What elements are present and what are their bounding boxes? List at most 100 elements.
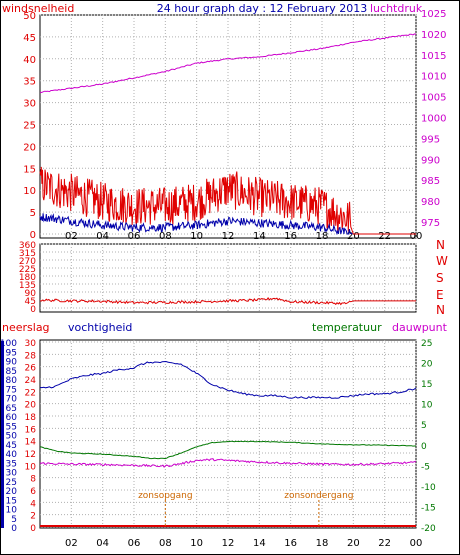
direction-tick-label: 45 <box>25 297 36 307</box>
sun-annotations: zonsopgang zonsondergang <box>138 491 354 527</box>
humidity-tick-label: 40 <box>6 450 18 460</box>
x-tick-label: 14 <box>253 538 266 549</box>
wind-tick-label: 35 <box>23 77 36 88</box>
humidity-tick-label: 80 <box>6 376 18 386</box>
x-tick-label: 04 <box>96 538 109 549</box>
humidity-tick-label: 90 <box>6 358 18 368</box>
temperature-tick-label: 0 <box>421 442 427 452</box>
humidity-tick-label: 35 <box>6 459 17 469</box>
wind-tick-label: 40 <box>23 55 36 66</box>
temperature-tick-label: 20 <box>421 360 433 370</box>
humidity-tick-label: 50 <box>6 432 18 442</box>
humidity-tick-label: 45 <box>6 441 17 451</box>
temperature-tick-label: 10 <box>421 401 433 411</box>
wind-tick-label: 15 <box>23 164 36 175</box>
temperature-tick-label: -10 <box>421 483 436 493</box>
rain-axis-label: neerslag <box>2 321 50 334</box>
x-tick-label: 02 <box>65 538 78 549</box>
x-tick-label: 16 <box>284 538 297 549</box>
humidity-tick-label: 25 <box>6 478 17 488</box>
temperature-tick-label: -20 <box>421 524 436 534</box>
pressure-tick-label: 995 <box>421 134 440 145</box>
pressure-tick-label: 1015 <box>421 51 446 62</box>
rain-tick-label: 22 <box>25 388 36 398</box>
x-tick-label: 10 <box>190 538 203 549</box>
humidity-axis-bar <box>1 341 4 528</box>
rain-tick-label: 8 <box>30 475 36 485</box>
sun-marker-label: zonsopgang <box>138 491 193 501</box>
x-tick-label: 08 <box>159 538 172 549</box>
rain-tick-label: 24 <box>25 376 37 386</box>
x-tick-label: 08 <box>159 231 172 242</box>
chart-title: 24 hour graph day : 12 February 2013 <box>157 2 368 15</box>
wind-tick-label: 0 <box>30 230 36 241</box>
x-tick-label: 02 <box>65 231 78 242</box>
compass-label: N <box>436 238 445 252</box>
dewpoint-axis-label: dauwpunt <box>392 321 448 334</box>
wind-gust-line <box>39 166 416 235</box>
humidity-tick-label: 85 <box>6 367 17 377</box>
direction-tick-label: 270 <box>19 257 36 267</box>
temperature-tick-label: 15 <box>421 380 432 390</box>
humidity-tick-label: 65 <box>6 404 17 414</box>
humidity-axis-label: vochtigheid <box>68 321 132 334</box>
wind-direction-line <box>39 297 416 306</box>
compass-label: E <box>436 288 444 302</box>
wind-tick-label: 30 <box>23 99 36 110</box>
direction-tick-label: 0 <box>30 305 36 315</box>
direction-tick-label: 135 <box>19 281 36 291</box>
humidity-tick-label: 55 <box>6 422 17 432</box>
wind-tick-label: 10 <box>23 186 36 197</box>
wind-average-line <box>39 213 353 235</box>
rain-tick-label: 26 <box>25 364 37 374</box>
sun-marker-label: zonsondergang <box>284 491 353 501</box>
wind-axis-label: windsnelheid <box>2 2 74 15</box>
x-tick-label: 04 <box>96 231 109 242</box>
rain-tick-label: 20 <box>25 401 37 411</box>
data-series <box>39 33 417 527</box>
x-tick-label: 16 <box>284 231 297 242</box>
temperature-tick-label: 5 <box>421 421 427 431</box>
x-tick-label: 22 <box>378 538 391 549</box>
rain-tick-label: 16 <box>25 425 37 435</box>
rain-tick-label: 28 <box>25 351 37 361</box>
wind-tick-label: 5 <box>30 208 36 219</box>
temperature-tick-label: -15 <box>421 503 436 513</box>
humidity-tick-label: 0 <box>11 524 17 534</box>
rain-tick-label: 4 <box>30 499 36 509</box>
x-tick-label: 00 <box>410 231 423 242</box>
pressure-line <box>39 33 417 94</box>
pressure-tick-label: 980 <box>421 197 440 208</box>
compass-label: W <box>436 254 448 268</box>
compass-label: S <box>436 271 444 285</box>
pressure-tick-label: 1000 <box>421 114 446 125</box>
humidity-tick-label: 95 <box>6 348 17 358</box>
rain-tick-label: 10 <box>25 462 37 472</box>
wind-tick-label: 20 <box>23 142 36 153</box>
direction-tick-label: 180 <box>19 273 36 283</box>
humidity-tick-label: 75 <box>6 385 17 395</box>
humidity-tick-label: 15 <box>6 496 17 506</box>
humidity-tick-label: 30 <box>6 469 18 479</box>
wind-tick-label: 50 <box>23 11 36 22</box>
rain-tick-label: 14 <box>25 438 37 448</box>
rain-tick-label: 30 <box>25 339 37 349</box>
compass-labels: N W S E N <box>436 238 448 317</box>
rain-tick-label: 6 <box>30 487 36 497</box>
rain-tick-label: 12 <box>25 450 36 460</box>
grid-lines <box>40 14 417 528</box>
x-tick-label: 00 <box>410 538 423 549</box>
x-tick-label: 20 <box>347 231 360 242</box>
pressure-tick-label: 990 <box>421 155 440 166</box>
x-tick-label: 18 <box>316 231 329 242</box>
x-tick-label: 18 <box>316 538 329 549</box>
temperature-axis-label: temperatuur <box>312 321 382 334</box>
x-tick-label: 22 <box>378 231 391 242</box>
temperature-line <box>39 440 416 460</box>
rain-tick-label: 2 <box>30 512 36 522</box>
humidity-tick-label: 70 <box>6 395 18 405</box>
pressure-tick-label: 1010 <box>421 72 446 83</box>
rain-tick-label: 18 <box>25 413 37 423</box>
